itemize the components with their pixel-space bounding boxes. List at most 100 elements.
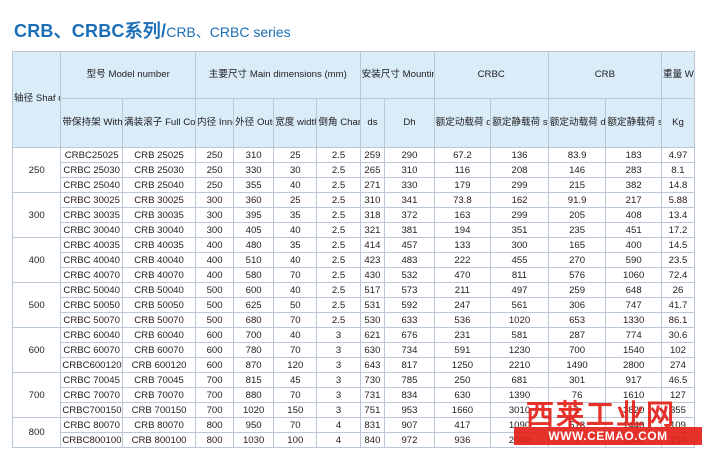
cell-with-cage: CRBC600120	[60, 357, 124, 373]
header-chamfer: 倒角 Chamfer r(min)	[316, 98, 361, 148]
cell-outer-d: 1020	[233, 402, 275, 418]
table-row: CRBC700150 CRB 700150 700 1020 150 3 751 953 166…	[13, 402, 696, 418]
cell-inner-d: 800	[195, 432, 235, 448]
cell-full-complement: CRB 25030	[122, 162, 197, 178]
cell-chamfer: 2.5	[316, 192, 361, 208]
table-row: CRBC 50070 CRB 50070 500 680 70 2.5 530 633 536 1…	[13, 312, 696, 328]
table-row: CRBC 60070 CRB 60070 600 780 70 3 630 734 591 123…	[13, 342, 696, 358]
cell-crb-static: 774	[605, 327, 662, 343]
cell-with-cage: CRBC 30035	[60, 207, 124, 223]
table-row: 800 CRBC 80070 CRB 80070 800 950 70 4 831 907 417…	[11, 417, 696, 448]
cell-outer-d: 815	[233, 372, 275, 388]
cell-weight: 355	[660, 402, 696, 418]
cell-full-complement: CRB 800100	[122, 432, 197, 448]
cell-crbc-static: 497	[490, 282, 549, 298]
cell-full-complement: CRB 40040	[122, 252, 197, 268]
cell-chamfer: 3	[316, 342, 361, 358]
cell-dh: 676	[384, 327, 435, 343]
page-title: CRB、CRBC系列/CRB、CRBC series	[14, 17, 291, 43]
cell-crb-dynamic: 700	[547, 342, 607, 358]
cell-crb-static: 1060	[605, 267, 662, 283]
table-row: CRBC800100 CRB 800100 800 1030 100 4 840 972 936…	[13, 432, 696, 448]
cell-crb-dynamic: 259	[547, 282, 607, 298]
cell-full-complement: CRB 25040	[122, 177, 197, 193]
cell-inner-d: 500	[195, 297, 235, 313]
cell-weight: 109	[660, 417, 696, 433]
cell-chamfer: 2.5	[316, 222, 361, 238]
cell-dh: 817	[384, 357, 435, 373]
cell-inner-d: 700	[195, 372, 235, 388]
cell-inner-d: 700	[195, 387, 235, 403]
cell-crbc-static: 300	[490, 237, 549, 253]
cell-full-complement: CRB 25025	[122, 147, 197, 163]
cell-dh: 734	[384, 342, 435, 358]
cell-crb-dynamic: 270	[547, 252, 607, 268]
cell-with-cage: CRBC 30040	[60, 222, 124, 238]
header-kg: Kg	[660, 98, 696, 148]
cell-weight: 86.1	[660, 312, 696, 328]
cell-outer-d: 700	[233, 327, 275, 343]
cell-chamfer: 2.5	[316, 162, 361, 178]
cell-with-cage: CRBC700150	[60, 402, 124, 418]
cell-crb-static: 283	[605, 162, 662, 178]
cell-crb-static: 1440	[605, 417, 662, 433]
cell-outer-d: 1030	[233, 432, 275, 448]
shaft-diameter-cell: 400	[11, 237, 62, 283]
cell-dh: 592	[384, 297, 435, 313]
cell-width-b: 35	[273, 237, 318, 253]
cell-ds: 630	[359, 342, 386, 358]
cell-dh: 785	[384, 372, 435, 388]
cell-weight: 30.6	[660, 327, 696, 343]
cell-ds: 414	[359, 237, 386, 253]
cell-crb-static: 648	[605, 282, 662, 298]
cell-crbc-static: 162	[490, 192, 549, 208]
cell-weight: 14.5	[660, 237, 696, 253]
cell-full-complement: CRB 70045	[122, 372, 197, 388]
table-row: 500 CRBC 50040 CRB 50040 500 600 40 2.5 517 573 2…	[11, 282, 696, 328]
table-row: CRBC 70070 CRB 70070 700 880 70 3 731 834 630 139…	[13, 387, 696, 403]
cell-width-b: 35	[273, 207, 318, 223]
table-row: 400 CRBC 40035 CRB 40035 400 480 35 2.5 414 457 1…	[11, 237, 696, 283]
cell-full-complement: CRB 70070	[122, 387, 197, 403]
cell-outer-d: 950	[233, 417, 275, 433]
header-crbc-static: 额定静载荷 static load rating Co(KN)	[490, 98, 549, 148]
cell-width-b: 25	[273, 147, 318, 163]
cell-chamfer: 2.5	[316, 312, 361, 328]
spec-table: 轴径 Shaf diameter (mm) 型号 Model number 主要…	[11, 51, 696, 448]
cell-crb-dynamic: 76	[547, 387, 607, 403]
cell-width-b: 70	[273, 417, 318, 433]
cell-outer-d: 880	[233, 387, 275, 403]
header-dh: Dh	[384, 98, 435, 148]
table-row: CRBC 25040 CRB 25040 250 355 40 2.5 271 330 179 2…	[13, 177, 696, 193]
cell-outer-d: 355	[233, 177, 275, 193]
cell-width-b: 40	[273, 177, 318, 193]
cell-dh: 907	[384, 417, 435, 433]
cell-width-b: 50	[273, 297, 318, 313]
cell-crb-static: 1610	[605, 387, 662, 403]
cell-with-cage: CRBC 60040	[60, 327, 124, 343]
cell-crb-static: 408	[605, 207, 662, 223]
cell-ds: 530	[359, 312, 386, 328]
cell-ds: 517	[359, 282, 386, 298]
cell-crb-dynamic: 146	[547, 162, 607, 178]
cell-crb-dynamic: 83.9	[547, 147, 607, 163]
cell-dh: 381	[384, 222, 435, 238]
cell-width-b: 45	[273, 372, 318, 388]
cell-width-b: 70	[273, 387, 318, 403]
cell-crb-dynamic: 235	[547, 222, 607, 238]
cell-crb-dynamic: 91.9	[547, 192, 607, 208]
cell-width-b: 40	[273, 222, 318, 238]
cell-with-cage: CRBC 50070	[60, 312, 124, 328]
cell-width-b: 70	[273, 312, 318, 328]
cell-with-cage: CRBC 25030	[60, 162, 124, 178]
cell-crbc-static: 561	[490, 297, 549, 313]
cell-weight: 4.97	[660, 147, 696, 163]
cell-with-cage: CRBC 50040	[60, 282, 124, 298]
cell-crbc-dynamic: 936	[433, 432, 492, 448]
table-row: 700 CRBC 70045 CRB 70045 700 815 45 3 730 785 250…	[11, 372, 696, 418]
cell-width-b: 30	[273, 162, 318, 178]
header-main-dims: 主要尺寸 Main dimensions (mm)	[195, 51, 361, 99]
cell-chamfer: 2.5	[316, 297, 361, 313]
cell-crbc-dynamic: 179	[433, 177, 492, 193]
header-crb: CRB	[547, 51, 662, 99]
